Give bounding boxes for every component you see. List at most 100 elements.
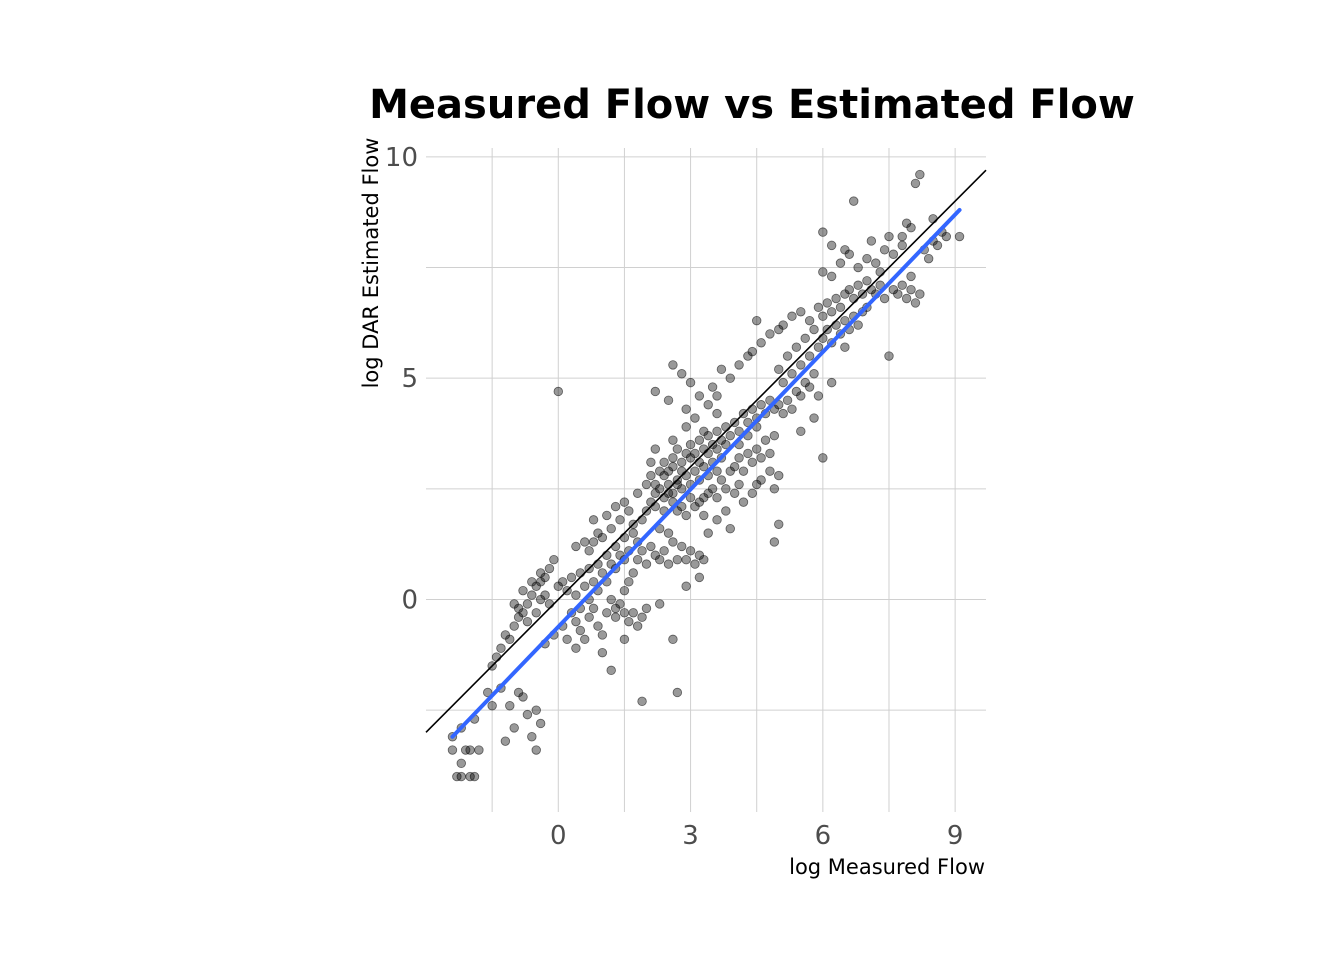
data-point [663,528,674,538]
data-point [531,745,541,755]
data-point [580,537,590,547]
data-point [831,320,841,330]
data-point [646,457,656,467]
data-point [668,360,678,370]
data-point [769,484,780,494]
data-point [659,457,669,467]
data-point [659,546,669,556]
data-point [818,267,828,277]
data-point [659,470,669,481]
data-point [672,444,683,454]
data-point [641,479,652,490]
data-point [809,324,819,335]
data-point [884,231,894,242]
data-point [721,439,731,450]
data-point [804,351,815,361]
data-point [650,479,660,490]
data-point [672,687,683,698]
data-point [632,488,643,498]
data-point [685,377,696,388]
data-point [628,608,638,618]
data-point [575,625,586,636]
y-tick-label: 10 [385,143,418,173]
data-point [637,696,647,707]
data-point [791,342,802,352]
data-point [809,369,819,379]
data-point [721,422,731,432]
data-point [760,435,771,445]
data-point [734,479,744,490]
x-tick-label: 9 [947,821,964,851]
data-point [685,453,696,463]
data-point [699,426,709,437]
data-point [756,475,766,485]
data-point [840,315,850,326]
data-point [725,466,735,476]
data-point [835,302,846,313]
data-point [897,280,907,290]
data-point [893,289,903,299]
data-point [844,284,855,295]
data-point [721,484,731,494]
data-point [734,453,744,463]
data-point [655,599,665,609]
data-point [447,745,458,755]
data-point [597,647,608,658]
data-point [641,603,652,614]
data-point [941,231,952,242]
data-point [712,466,722,476]
data-point [588,537,599,547]
data-point [685,546,696,556]
data-point [535,718,546,729]
data-point [712,391,722,401]
data-point [571,616,581,627]
data-point [588,577,599,587]
data-point [743,448,753,459]
data-point [606,665,616,676]
data-point [747,488,757,498]
data-point [668,634,678,645]
data-point [879,245,890,255]
data-point [822,298,832,308]
data-point [685,493,696,503]
data-point [677,541,687,552]
x-tick-label: 6 [815,821,832,851]
data-point [813,391,824,401]
data-point [796,360,806,370]
data-point [663,395,674,406]
data-point [518,692,528,702]
data-point [765,329,775,339]
data-point [619,497,630,507]
data-point [690,501,700,512]
y-axis-ticks: 0 5 10 [385,143,418,616]
data-point [668,462,678,472]
data-point [862,253,872,264]
data-point [456,771,466,782]
data-point [725,523,735,534]
data-point [716,364,727,375]
data-point [624,616,634,627]
data-point [637,546,647,556]
data-point [593,559,603,569]
data-point [738,466,749,476]
data-point [522,599,533,609]
data-point [712,426,722,437]
data-point [549,554,559,565]
data-point [672,554,683,565]
data-point [571,590,581,600]
data-point [729,488,740,498]
data-point [668,453,678,463]
data-point [932,240,943,251]
chart-title: Measured Flow vs Estimated Flow [369,82,1135,128]
data-point [668,537,678,547]
data-point [650,386,660,397]
data-point [646,470,656,481]
data-point [615,515,625,525]
data-point [734,426,744,437]
data-point [703,400,713,410]
data-point [619,585,630,596]
data-point [747,346,757,357]
data-point [796,426,806,437]
data-point [588,515,599,525]
data-point [897,240,907,251]
